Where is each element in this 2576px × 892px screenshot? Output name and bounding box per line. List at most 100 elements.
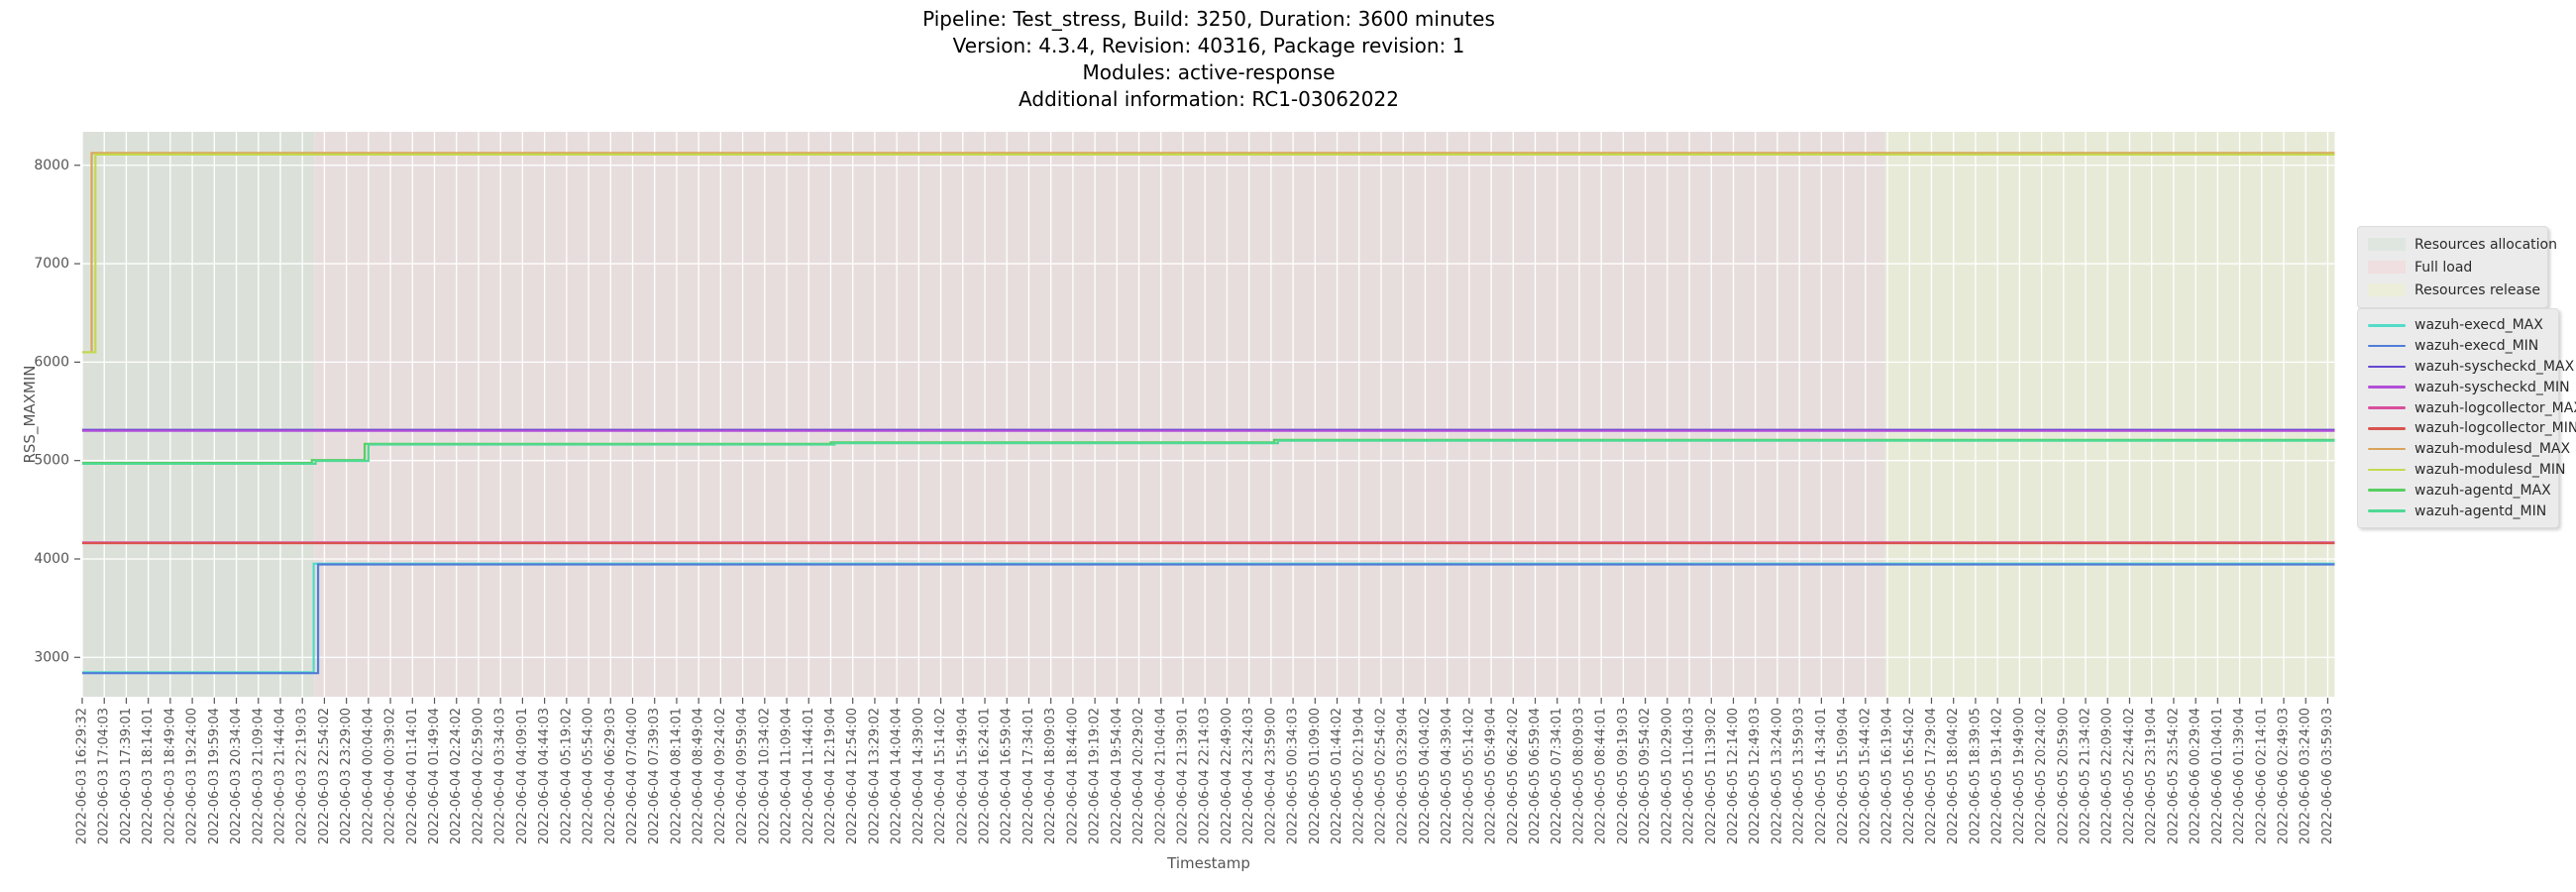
svg-text:2022-06-05 16:19:04: 2022-06-05 16:19:04 <box>1880 708 1895 844</box>
svg-text:2022-06-03 23:29:00: 2022-06-03 23:29:00 <box>339 708 354 844</box>
legend-item-logcollector-max: wazuh-logcollector_MAX <box>2368 397 2576 418</box>
legend-item-syscheckd-max: wazuh-syscheckd_MAX <box>2368 357 2574 378</box>
svg-text:2022-06-04 19:54:04: 2022-06-04 19:54:04 <box>1110 708 1125 844</box>
line-swatch-icon <box>2368 406 2406 409</box>
svg-text:2022-06-05 23:54:02: 2022-06-05 23:54:02 <box>2166 708 2181 844</box>
svg-text:4000: 4000 <box>34 551 69 567</box>
svg-text:2022-06-06 02:49:03: 2022-06-06 02:49:03 <box>2277 708 2292 844</box>
svg-text:2022-06-04 21:04:04: 2022-06-04 21:04:04 <box>1153 708 1168 844</box>
svg-text:2022-06-05 15:09:04: 2022-06-05 15:09:04 <box>1836 708 1851 844</box>
svg-text:2022-06-04 00:39:02: 2022-06-04 00:39:02 <box>383 708 398 844</box>
svg-text:2022-06-06 01:04:01: 2022-06-06 01:04:01 <box>2210 708 2225 844</box>
svg-text:2022-06-04 11:09:04: 2022-06-04 11:09:04 <box>780 708 795 844</box>
region-swatch-icon <box>2368 261 2406 274</box>
svg-text:2022-06-05 19:14:02: 2022-06-05 19:14:02 <box>1990 708 2005 844</box>
svg-text:8000: 8000 <box>34 158 69 173</box>
svg-text:2022-06-03 22:19:03: 2022-06-03 22:19:03 <box>295 708 310 844</box>
svg-text:2022-06-05 18:04:02: 2022-06-05 18:04:02 <box>1946 708 1961 844</box>
svg-text:2022-06-05 22:09:00: 2022-06-05 22:09:00 <box>2100 708 2115 844</box>
legend-item-label: wazuh-logcollector_MAX <box>2415 399 2576 416</box>
svg-text:2022-06-03 21:44:04: 2022-06-03 21:44:04 <box>272 708 287 844</box>
svg-text:2022-06-05 22:44:02: 2022-06-05 22:44:02 <box>2122 708 2137 844</box>
legend-item-label: wazuh-syscheckd_MAX <box>2415 358 2575 375</box>
svg-text:2022-06-05 04:04:02: 2022-06-05 04:04:02 <box>1418 708 1433 844</box>
svg-text:2022-06-03 22:54:02: 2022-06-03 22:54:02 <box>317 708 332 844</box>
y-axis-ticks: 3000 4000 5000 6000 7000 8000 <box>34 158 80 665</box>
svg-text:2022-06-06 03:24:00: 2022-06-06 03:24:00 <box>2299 708 2313 844</box>
legend-item-logcollector-min: wazuh-logcollector_MIN <box>2368 418 2576 439</box>
svg-text:2022-06-03 21:09:04: 2022-06-03 21:09:04 <box>251 708 266 844</box>
svg-text:2022-06-04 05:19:02: 2022-06-04 05:19:02 <box>559 708 574 844</box>
svg-text:2022-06-05 20:59:00: 2022-06-05 20:59:00 <box>2056 708 2071 844</box>
svg-text:2022-06-03 20:34:04: 2022-06-03 20:34:04 <box>229 708 244 844</box>
legend-item-label: wazuh-execd_MAX <box>2415 317 2543 334</box>
svg-text:2022-06-05 21:34:02: 2022-06-05 21:34:02 <box>2079 708 2093 844</box>
legend-item-resources-allocation: Resources allocation <box>2368 233 2557 256</box>
svg-text:2022-06-04 15:49:04: 2022-06-04 15:49:04 <box>955 708 970 844</box>
svg-text:2022-06-04 14:39:00: 2022-06-04 14:39:00 <box>912 708 926 844</box>
svg-text:2022-06-05 18:39:05: 2022-06-05 18:39:05 <box>1968 708 1983 844</box>
svg-text:2022-06-05 20:24:02: 2022-06-05 20:24:02 <box>2034 708 2049 844</box>
svg-text:2022-06-04 17:34:01: 2022-06-04 17:34:01 <box>1021 708 1036 844</box>
region-swatch-icon <box>2368 238 2406 251</box>
svg-text:2022-06-06 03:59:03: 2022-06-06 03:59:03 <box>2320 708 2335 844</box>
svg-text:2022-06-04 06:29:03: 2022-06-04 06:29:03 <box>603 708 618 844</box>
svg-text:2022-06-04 08:14:01: 2022-06-04 08:14:01 <box>669 708 684 844</box>
line-swatch-icon <box>2368 365 2406 369</box>
series-line-wazuh-agentd_MIN <box>82 439 2335 466</box>
legend-item-label: wazuh-agentd_MIN <box>2415 502 2547 519</box>
gridlines <box>81 132 2335 697</box>
svg-text:2022-06-05 01:44:02: 2022-06-05 01:44:02 <box>1330 708 1344 844</box>
svg-text:2022-06-06 02:14:01: 2022-06-06 02:14:01 <box>2254 708 2269 844</box>
line-swatch-icon <box>2368 468 2406 472</box>
legend-item-modulesd-min: wazuh-modulesd_MIN <box>2368 460 2566 481</box>
svg-text:2022-06-04 16:59:04: 2022-06-04 16:59:04 <box>1000 708 1015 844</box>
svg-text:2022-06-04 12:19:04: 2022-06-04 12:19:04 <box>823 708 838 844</box>
svg-text:3000: 3000 <box>34 649 69 665</box>
svg-text:2022-06-05 00:34:03: 2022-06-05 00:34:03 <box>1286 708 1301 844</box>
svg-text:2022-06-04 19:19:02: 2022-06-04 19:19:02 <box>1088 708 1103 844</box>
svg-text:2022-06-04 05:54:00: 2022-06-04 05:54:00 <box>582 708 596 844</box>
line-swatch-icon <box>2368 324 2406 327</box>
svg-text:2022-06-05 08:44:01: 2022-06-05 08:44:01 <box>1594 708 1609 844</box>
svg-text:2022-06-04 11:44:01: 2022-06-04 11:44:01 <box>802 708 816 844</box>
svg-text:2022-06-04 03:34:03: 2022-06-04 03:34:03 <box>493 708 508 844</box>
y-axis-label: RSS_MAXMIN <box>21 365 39 464</box>
svg-text:2022-06-04 04:44:03: 2022-06-04 04:44:03 <box>537 708 552 844</box>
line-swatch-icon <box>2368 447 2406 451</box>
svg-text:2022-06-05 12:49:03: 2022-06-05 12:49:03 <box>1748 708 1763 844</box>
svg-text:2022-06-04 02:59:00: 2022-06-04 02:59:00 <box>471 708 485 844</box>
title-line-1: Pipeline: Test_stress, Build: 3250, Dura… <box>922 7 1495 31</box>
svg-text:2022-06-05 02:19:04: 2022-06-05 02:19:04 <box>1351 708 1366 844</box>
svg-text:2022-06-03 16:29:32: 2022-06-03 16:29:32 <box>75 708 90 844</box>
svg-text:2022-06-05 13:59:03: 2022-06-05 13:59:03 <box>1792 708 1807 844</box>
svg-text:2022-06-05 09:19:03: 2022-06-05 09:19:03 <box>1616 708 1631 844</box>
svg-text:2022-06-05 12:14:00: 2022-06-05 12:14:00 <box>1726 708 1741 844</box>
svg-text:2022-06-04 10:34:02: 2022-06-04 10:34:02 <box>757 708 772 844</box>
svg-text:2022-06-04 23:24:03: 2022-06-04 23:24:03 <box>1241 708 1256 844</box>
x-axis-label: Timestamp <box>1167 854 1250 872</box>
svg-text:2022-06-06 00:29:04: 2022-06-06 00:29:04 <box>2189 708 2203 844</box>
legend-item-label: Full load <box>2415 259 2473 276</box>
svg-text:2022-06-05 06:59:04: 2022-06-05 06:59:04 <box>1528 708 1543 844</box>
svg-text:2022-06-04 13:29:02: 2022-06-04 13:29:02 <box>867 708 882 844</box>
legend-item-execd-min: wazuh-execd_MIN <box>2368 336 2548 357</box>
svg-text:2022-06-05 15:44:02: 2022-06-05 15:44:02 <box>1858 708 1873 844</box>
line-swatch-icon <box>2368 427 2406 430</box>
svg-text:2022-06-05 05:14:02: 2022-06-05 05:14:02 <box>1461 708 1476 844</box>
legend-item-label: wazuh-modulesd_MAX <box>2415 441 2571 458</box>
svg-text:2022-06-05 07:34:01: 2022-06-05 07:34:01 <box>1550 708 1564 844</box>
svg-text:2022-06-04 07:39:03: 2022-06-04 07:39:03 <box>647 708 662 844</box>
legend-item-label: wazuh-syscheckd_MIN <box>2415 379 2570 395</box>
title-line-4: Additional information: RC1-03062022 <box>1019 87 1399 111</box>
svg-text:2022-06-04 23:59:00: 2022-06-04 23:59:00 <box>1263 708 1278 844</box>
svg-text:2022-06-05 16:54:02: 2022-06-05 16:54:02 <box>1902 708 1917 844</box>
plot-background-regions <box>82 132 2335 697</box>
svg-text:2022-06-05 02:54:02: 2022-06-05 02:54:02 <box>1373 708 1388 844</box>
legend-item-label: wazuh-logcollector_MIN <box>2415 420 2576 437</box>
svg-text:2022-06-05 09:54:02: 2022-06-05 09:54:02 <box>1638 708 1653 844</box>
svg-text:2022-06-04 12:54:00: 2022-06-04 12:54:00 <box>845 708 860 844</box>
legend-item-label: wazuh-execd_MIN <box>2415 338 2539 355</box>
